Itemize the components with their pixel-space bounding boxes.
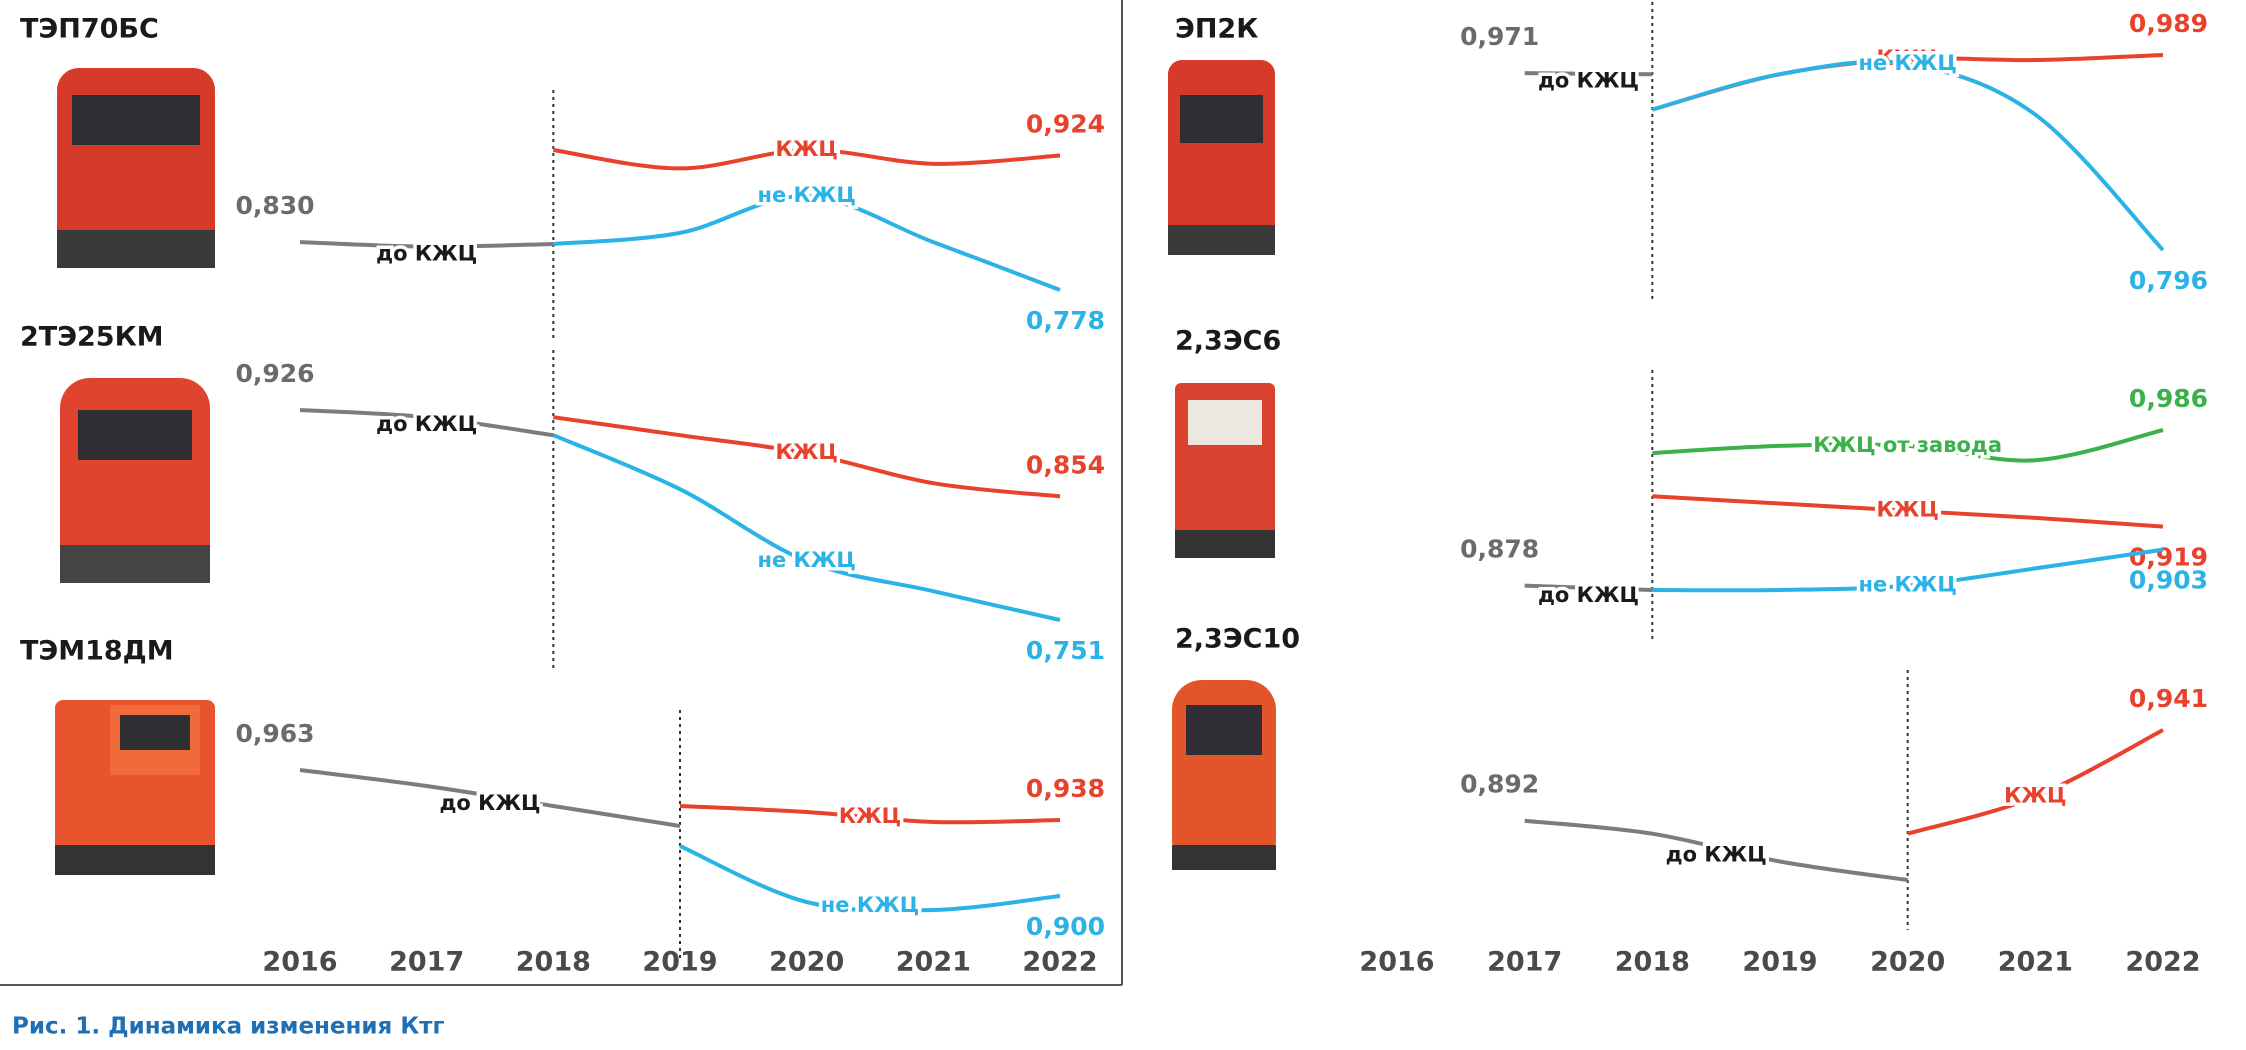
x-tick-label: 2020 [769,947,844,978]
series-name: КЖЦ [1876,498,1938,522]
series-name: не КЖЦ [821,893,919,917]
series-line [1524,71,1653,77]
series-line [679,804,1061,825]
value-label: 0,926 [235,359,314,388]
x-tick-label: 2018 [516,947,591,978]
series-line [679,844,1061,913]
series-name: до КЖЦ [1538,69,1639,93]
series-name: КЖЦ [775,137,837,161]
series-name: КЖЦ от завода [1813,433,2002,457]
series-name: не КЖЦ [1858,573,1956,597]
value-label: 0,941 [2129,684,2208,713]
loco-icon [1175,383,1275,558]
series-line [1524,583,1653,592]
value-label: 0,924 [1026,110,1105,139]
value-label: 0,900 [1026,912,1105,941]
x-tick-label: 2021 [1998,947,2073,978]
series-line [1652,547,2164,593]
value-label: 0,989 [2129,9,2208,38]
caption: Рис. 1. Динамика изменения Ктг [12,1014,444,1040]
x-tick-label: 2016 [1359,947,1434,978]
loco-icon [57,68,215,268]
series-line [299,240,554,249]
series-line [299,768,681,828]
loco-icon [1172,680,1276,870]
panel-title: ТЭМ18ДМ [20,636,174,667]
value-label: 0,919 [2129,543,2208,572]
panel-title: 2ТЭ25КМ [20,322,164,353]
series-line [1907,728,2164,836]
series-line [553,194,1061,292]
series-name: до КЖЦ [1666,843,1767,867]
x-tick-label: 2017 [389,947,464,978]
series-name: до КЖЦ [376,412,477,436]
series-line [1652,494,2164,529]
value-label: 0,878 [1460,535,1539,564]
value-label: 0,971 [1460,22,1539,51]
x-tick-label: 2021 [896,947,971,978]
panel-title: 2,3ЭС6 [1175,326,1281,357]
x-tick-label: 2019 [642,947,717,978]
series-name: до КЖЦ [1538,583,1639,607]
series-name: не КЖЦ [1858,51,1956,75]
panel-title: ТЭП70БС [20,14,159,45]
x-tick-label: 2022 [1022,947,1097,978]
series-name: КЖЦ [2004,784,2066,808]
x-tick-label: 2016 [262,947,337,978]
series-line [1651,59,2165,252]
value-label: 0,903 [2129,566,2208,595]
series-name: до КЖЦ [376,242,477,266]
value-label: 0,796 [2129,266,2208,295]
series-name: КЖЦ [839,804,901,828]
x-tick-label: 2020 [1870,947,1945,978]
loco-icon [60,378,210,583]
series-line [1524,818,1908,882]
x-tick-label: 2018 [1615,947,1690,978]
x-tick-label: 2019 [1742,947,1817,978]
series-name: до КЖЦ [439,791,540,815]
value-label: 0,854 [1026,450,1105,479]
value-label: 0,986 [2129,384,2208,413]
value-label: 0,892 [1460,770,1539,799]
panel-title: ЭП2К [1175,14,1258,45]
series-line [552,433,1061,622]
panel-title: 2,3ЭС10 [1175,624,1300,655]
value-label: 0,938 [1026,774,1105,803]
value-label: 0,751 [1026,636,1105,665]
series-name: не КЖЦ [757,548,855,572]
series-line [1652,428,2164,463]
series-line [553,415,1061,499]
loco-icon [1168,60,1275,255]
series-line [299,408,554,438]
value-label: 0,830 [235,191,314,220]
value-label: 0,778 [1026,306,1105,335]
x-tick-label: 2017 [1487,947,1562,978]
series-line [553,147,1061,171]
series-name: не КЖЦ [757,183,855,207]
value-label: 0,963 [235,719,314,748]
x-tick-label: 2022 [2125,947,2200,978]
series-name: КЖЦ [775,440,837,464]
loco-icon [55,700,215,875]
